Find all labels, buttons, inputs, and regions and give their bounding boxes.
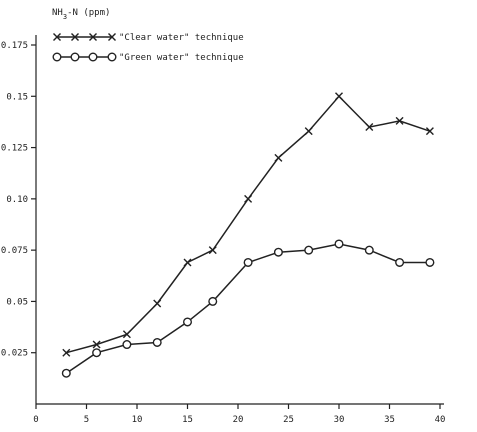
y-axis-label: NH3-N (ppm)	[52, 8, 110, 21]
marker-stroke	[62, 348, 71, 357]
x-tick-label: 20	[233, 415, 244, 425]
data-point	[182, 317, 192, 327]
data-point	[122, 340, 132, 350]
legend-marker	[70, 52, 80, 62]
data-point	[304, 245, 314, 255]
y-label-subscript: 3	[63, 13, 67, 21]
legend: "Clear water" technique "Green water" tec…	[52, 33, 244, 63]
data-point	[425, 127, 434, 136]
x-tick-label: 25	[283, 415, 294, 425]
marker-stroke	[153, 299, 162, 308]
legend-label: "Clear water" technique	[119, 33, 244, 43]
y-tick-label: 0.175	[1, 41, 28, 51]
legend-marker	[52, 52, 62, 62]
data-point	[395, 116, 404, 125]
marker-stroke	[365, 123, 374, 132]
marker-stroke	[108, 33, 116, 41]
marker-stroke	[92, 340, 101, 349]
legend-marker	[88, 52, 98, 62]
marker-stroke	[208, 246, 217, 255]
y-tick-label: 0.05	[6, 297, 28, 307]
data-point	[61, 368, 71, 378]
marker-stroke	[425, 127, 434, 136]
series-2	[61, 239, 435, 378]
x-ticks: 0 5 10 15 20 25 30 35 40	[33, 404, 445, 425]
marker-stroke	[304, 127, 313, 136]
data-point	[153, 299, 162, 308]
y-label-rest: -N (ppm)	[67, 8, 110, 18]
series-1	[62, 92, 434, 357]
legend-marker	[53, 33, 61, 41]
marker-stroke	[335, 92, 343, 101]
marker-stroke	[183, 258, 192, 267]
legend-marker	[89, 33, 97, 41]
marker-stroke	[122, 330, 131, 339]
data-point	[273, 247, 283, 257]
data-point	[395, 257, 405, 267]
marker-stroke	[244, 194, 253, 203]
data-point	[425, 257, 435, 267]
y-tick-label: 0.10	[6, 195, 28, 205]
data-point	[122, 330, 131, 339]
series-line	[66, 95, 431, 354]
data-point	[364, 245, 374, 255]
marker-stroke	[53, 33, 61, 41]
data-point	[244, 194, 253, 203]
y-ticks: 0.025 0.05 0.075 0.10 0.125 0.15 0.175	[1, 41, 36, 359]
marker-stroke	[71, 33, 79, 41]
data-point	[365, 123, 374, 132]
data-point	[304, 127, 313, 136]
legend-marker	[71, 33, 79, 41]
marker-stroke	[274, 153, 283, 162]
y-tick-label: 0.15	[6, 92, 28, 102]
x-tick-label: 30	[334, 415, 345, 425]
x-tick-label: 15	[182, 415, 193, 425]
legend-label: "Green water" technique	[119, 53, 244, 63]
marker-stroke	[89, 33, 97, 41]
x-tick-label: 10	[132, 415, 143, 425]
y-tick-label: 0.075	[1, 246, 28, 256]
x-tick-label: 5	[84, 415, 89, 425]
data-point	[183, 258, 192, 267]
data-point	[208, 296, 218, 306]
legend-item: "Green water" technique	[52, 52, 244, 63]
marker-stroke	[395, 116, 404, 125]
data-point	[152, 337, 162, 347]
y-tick-label: 0.025	[1, 349, 28, 359]
y-label-nh: NH	[52, 8, 63, 18]
data-point	[62, 348, 71, 357]
legend-marker	[108, 33, 116, 41]
data-point	[274, 153, 283, 162]
series-layer	[61, 92, 435, 378]
data-point	[92, 340, 101, 349]
data-point	[243, 257, 253, 267]
data-point	[335, 92, 343, 101]
legend-marker	[107, 52, 117, 62]
data-point	[334, 239, 344, 249]
y-tick-label: 0.125	[1, 144, 28, 154]
x-tick-label: 35	[384, 415, 395, 425]
data-point	[208, 246, 217, 255]
data-point	[92, 348, 102, 358]
x-tick-label: 0	[33, 415, 38, 425]
legend-item: "Clear water" technique	[53, 33, 244, 43]
x-tick-label: 40	[435, 415, 446, 425]
